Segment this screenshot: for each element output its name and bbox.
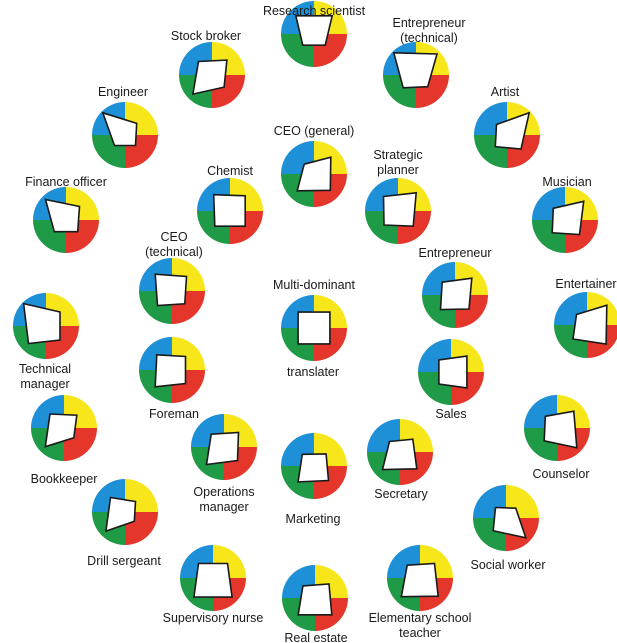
profile-shape — [441, 278, 472, 309]
profile-shape — [401, 564, 438, 597]
profile-24: Supervisory nurse — [163, 545, 264, 625]
profile-10: CEO(technical) — [139, 230, 205, 324]
profile-label: Strategic — [373, 148, 422, 162]
profile-label: Musician — [542, 175, 591, 189]
profile-17: Bookkeeper — [31, 395, 98, 486]
profile-shape — [296, 16, 332, 45]
profile-shape — [194, 564, 232, 598]
profile-5: CEO (general) — [274, 124, 355, 207]
profile-label: Foreman — [149, 407, 199, 421]
profile-9: Musician — [532, 175, 598, 253]
profile-shape — [155, 355, 185, 387]
profile-shape — [155, 274, 186, 305]
profile-shape — [439, 356, 467, 388]
profile-label: CEO (general) — [274, 124, 355, 138]
profile-label: Artist — [491, 85, 520, 99]
profile-19: Marketing — [281, 433, 347, 526]
profile-label: translater — [287, 365, 339, 379]
profile-25: Real estate — [282, 565, 348, 643]
profile-label: manager — [20, 377, 69, 391]
profile-shape — [298, 312, 330, 344]
profile-label: manager — [199, 500, 248, 514]
profile-label: Engineer — [98, 85, 148, 99]
profile-label: (technical) — [400, 31, 458, 45]
profile-label: Technical — [19, 362, 71, 376]
profile-12: Entrepreneur — [419, 246, 492, 328]
profile-27: translater — [287, 365, 339, 379]
profile-21: Counselor — [524, 395, 590, 481]
profile-shape — [298, 454, 328, 482]
profile-shape — [384, 193, 417, 226]
profile-shape — [544, 411, 577, 448]
profile-label: Social worker — [470, 558, 545, 572]
profile-label: CEO — [160, 230, 187, 244]
profile-label: Research scientist — [263, 4, 366, 18]
profile-label: Entrepreneur — [419, 246, 492, 260]
profile-shape — [298, 584, 332, 615]
profile-1: Stock broker — [171, 29, 245, 108]
profile-label: Chemist — [207, 164, 253, 178]
profile-label: Multi-dominant — [273, 278, 356, 292]
profile-6: Chemist — [197, 164, 263, 244]
profile-label: Entrepreneur — [393, 16, 466, 30]
profile-2: Entrepreneur(technical) — [383, 16, 465, 108]
profile-label: Secretary — [374, 487, 428, 501]
profile-13: Entertainer — [554, 277, 617, 358]
profile-label: Elementary school — [369, 611, 472, 625]
profile-label: Operations — [193, 485, 254, 499]
profile-20: Secretary — [367, 419, 433, 501]
profile-label: teacher — [399, 626, 441, 640]
profile-label: Real estate — [284, 631, 347, 643]
profile-shape — [207, 433, 239, 465]
profile-22: Drill sergeant — [87, 479, 161, 568]
profile-label: Marketing — [286, 512, 341, 526]
profile-label: Supervisory nurse — [163, 611, 264, 625]
profile-label: Stock broker — [171, 29, 241, 43]
profile-label: Finance officer — [25, 175, 107, 189]
profile-label: Entertainer — [555, 277, 616, 291]
profile-0: Research scientist — [263, 1, 366, 67]
profile-4: Artist — [474, 85, 540, 168]
profile-16: Sales — [418, 339, 484, 421]
profile-label: planner — [377, 163, 419, 177]
profile-label: Drill sergeant — [87, 554, 161, 568]
profile-15: Foreman — [139, 337, 205, 421]
profile-label: Counselor — [533, 467, 590, 481]
profile-8: Finance officer — [25, 175, 107, 253]
profile-shape — [214, 195, 246, 227]
profile-label: Sales — [435, 407, 466, 421]
profile-label: (technical) — [145, 245, 203, 259]
profile-3: Engineer — [92, 85, 158, 168]
profile-11: Multi-dominant — [273, 278, 356, 361]
profile-label: Bookkeeper — [31, 472, 98, 486]
profile-23: Social worker — [470, 485, 545, 572]
